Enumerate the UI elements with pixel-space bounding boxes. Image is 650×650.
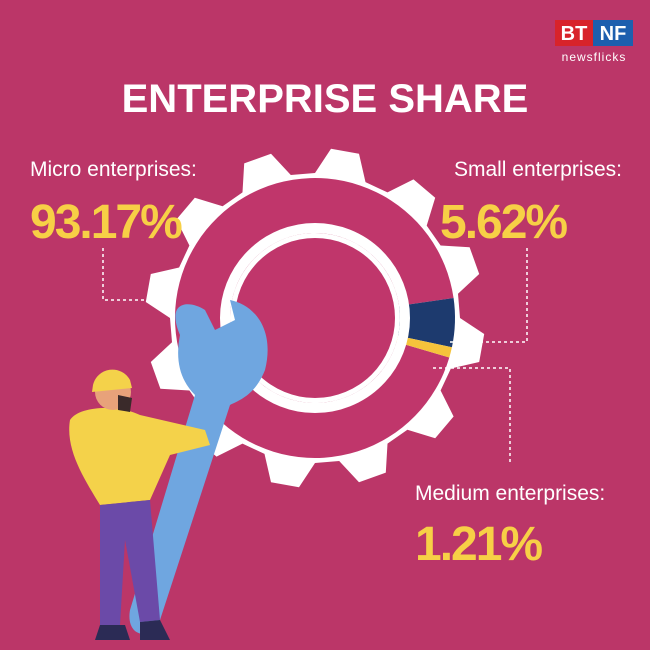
connectors: [102, 248, 528, 462]
connector: [432, 367, 511, 462]
shirt: [69, 408, 210, 505]
value-label: 1.21%: [415, 518, 542, 571]
category-label: Medium enterprises:: [415, 482, 605, 505]
worker: [69, 300, 268, 640]
value-label: 5.62%: [440, 196, 567, 249]
segment: [396, 335, 452, 358]
beard: [118, 395, 132, 412]
shoes: [95, 620, 170, 640]
labels: Micro enterprises: 93.17% Small enterpri…: [30, 158, 622, 571]
helmet: [92, 369, 132, 392]
pants: [100, 500, 160, 625]
segment: [398, 298, 455, 348]
logo-text: NF: [600, 23, 627, 45]
category-label: Micro enterprises:: [30, 158, 197, 181]
title: ENTERPRISE SHARE: [122, 77, 529, 121]
logo-box: [555, 20, 593, 46]
logo-box: [593, 20, 633, 46]
category-label: Small enterprises:: [454, 158, 622, 181]
wrench: [129, 300, 268, 634]
logo-text: BT: [561, 23, 588, 45]
hub: [235, 238, 395, 398]
value-label: 93.17%: [30, 196, 182, 249]
inner-ring: [220, 223, 410, 413]
logo-tagline: newsflicks: [562, 50, 627, 64]
connector: [448, 248, 528, 343]
logo: BT NF newsflicks: [555, 20, 633, 64]
